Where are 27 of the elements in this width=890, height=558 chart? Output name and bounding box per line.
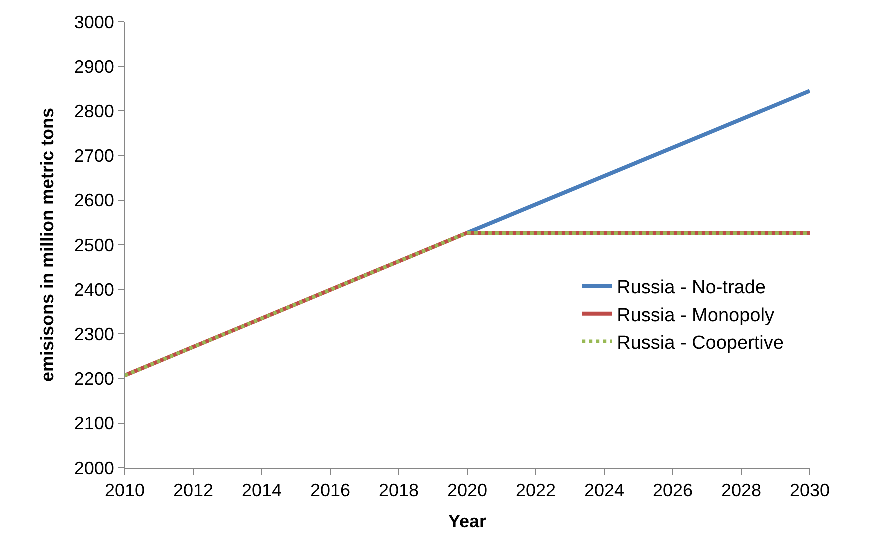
x-tick-label: 2028 bbox=[721, 480, 762, 501]
x-axis-title: Year bbox=[448, 512, 487, 532]
legend-label: Russia - Monopoly bbox=[617, 305, 775, 326]
y-tick-label: 2800 bbox=[74, 102, 114, 122]
x-tick-label: 2016 bbox=[310, 480, 351, 501]
x-tick-label: 2030 bbox=[790, 480, 830, 501]
x-tick-label: 2020 bbox=[447, 480, 488, 501]
y-tick-label: 2000 bbox=[74, 458, 114, 478]
y-tick-label: 2900 bbox=[74, 56, 114, 77]
y-tick-label: 2400 bbox=[74, 280, 114, 300]
x-tick-label: 2022 bbox=[516, 480, 556, 501]
y-tick-label: 3000 bbox=[74, 12, 114, 32]
x-tick-label: 2018 bbox=[378, 480, 420, 501]
y-tick-label: 2600 bbox=[74, 190, 114, 211]
y-tick-label: 2300 bbox=[74, 324, 114, 344]
x-tick-label: 2014 bbox=[242, 480, 282, 501]
y-tick-label: 2100 bbox=[74, 414, 114, 434]
legend-label: Russia - Coopertive bbox=[617, 332, 784, 354]
x-tick-label: 2010 bbox=[104, 480, 146, 501]
legend-label: Russia - No-trade bbox=[617, 278, 766, 299]
x-tick-label: 2024 bbox=[584, 480, 625, 501]
y-tick-label: 2700 bbox=[74, 146, 114, 166]
y-tick-label: 2200 bbox=[74, 369, 114, 390]
x-tick-label: 2012 bbox=[173, 480, 214, 501]
y-tick-label: 2500 bbox=[74, 235, 114, 256]
x-tick-label: 2026 bbox=[652, 480, 694, 501]
y-axis-title: emisisons in million metric tons bbox=[38, 108, 58, 382]
